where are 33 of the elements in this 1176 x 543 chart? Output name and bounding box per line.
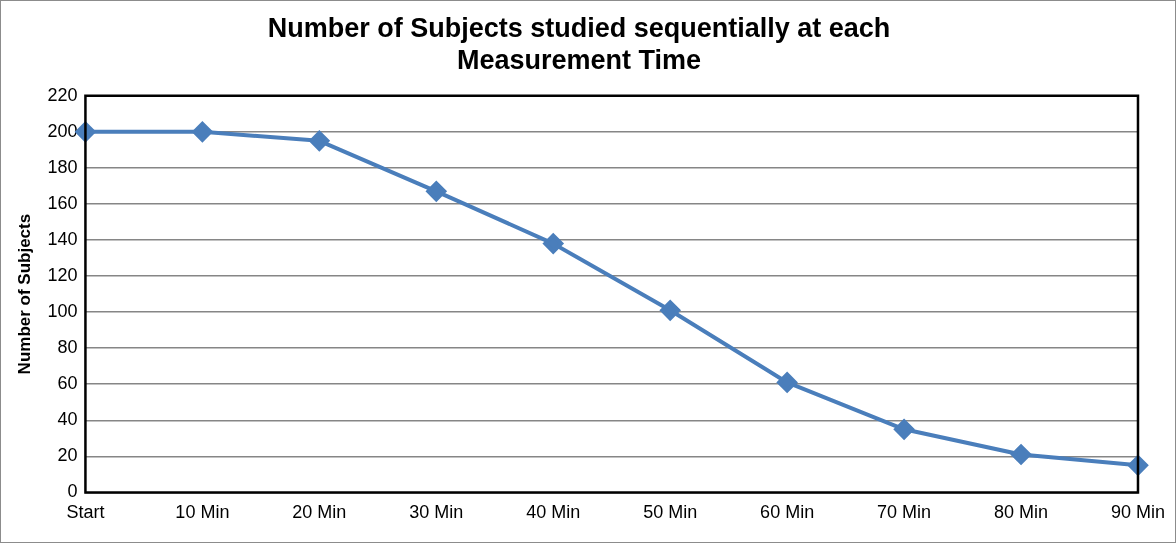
x-tick-label: 90 Min: [1110, 502, 1165, 523]
x-tick-label: Start: [66, 502, 105, 523]
y-tick-label: 120: [47, 265, 78, 286]
x-tick-label: 60 Min: [760, 502, 815, 523]
chart-title: Number of Subjects studied sequentially at each Measurement Time: [267, 12, 891, 76]
y-tick-label: 80: [57, 337, 78, 358]
y-tick-label: 0: [67, 481, 78, 502]
point: [894, 419, 915, 440]
y-tick-label: 180: [47, 156, 78, 177]
point: [1127, 455, 1148, 476]
point: [1011, 444, 1032, 465]
point: [543, 233, 564, 254]
x-tick-label: 70 Min: [877, 502, 932, 523]
x-tick-label: 40 Min: [526, 502, 581, 523]
point: [660, 300, 681, 321]
x-tick-label: 30 Min: [409, 502, 464, 523]
y-tick-label: 100: [47, 301, 78, 322]
x-tick-label: 20 Min: [292, 502, 347, 523]
y-tick-label: 220: [47, 84, 78, 105]
x-tick-label: 80 Min: [994, 502, 1049, 523]
y-tick-label: 160: [47, 192, 78, 213]
x-tick-label: 10 Min: [175, 502, 230, 523]
y-axis-title: Number of Subjects: [14, 213, 34, 375]
y-tick-label: 60: [57, 373, 78, 394]
x-tick-label: 50 Min: [643, 502, 698, 523]
point: [426, 181, 447, 202]
point: [192, 121, 213, 142]
point: [309, 130, 330, 151]
y-tick-label: 140: [47, 228, 78, 249]
y-tick-label: 200: [47, 120, 78, 141]
y-tick-label: 40: [57, 409, 78, 430]
point: [777, 372, 798, 393]
y-tick-label: 20: [57, 445, 78, 466]
